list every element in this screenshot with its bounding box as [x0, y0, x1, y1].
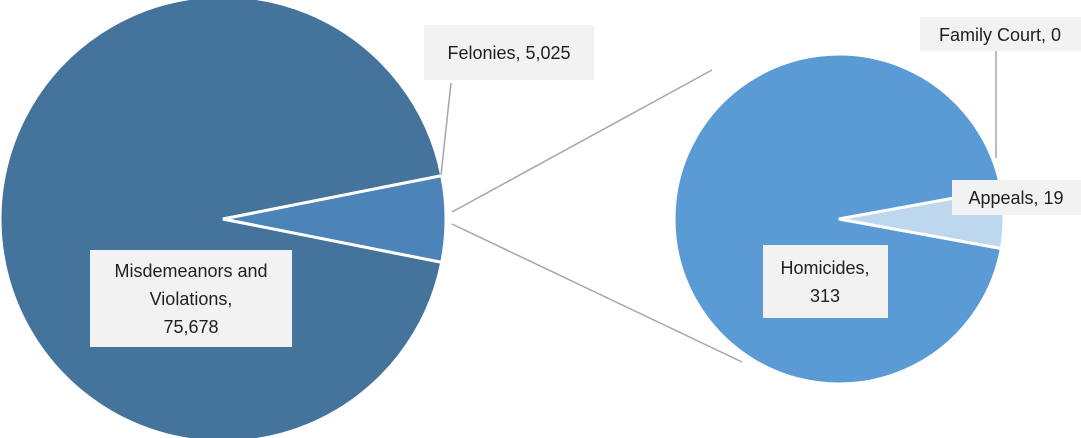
label-homicides: Homicides, 313	[763, 245, 888, 318]
label-box	[90, 250, 292, 347]
label-line: Homicides,	[780, 258, 869, 278]
connector-line-top	[451, 69, 713, 213]
leader-lines	[440, 51, 997, 176]
label-line: 313	[810, 286, 840, 306]
data-labels: Misdemeanors and Violations, 75,678 Felo…	[90, 17, 1081, 347]
label-appeals: Appeals, 19	[952, 180, 1081, 215]
label-family-court: Family Court, 0	[920, 17, 1081, 51]
label-box	[920, 17, 1081, 51]
label-line: Violations,	[150, 289, 233, 309]
label-misdemeanors-and-violations: Misdemeanors and Violations, 75,678	[90, 250, 292, 347]
main-pie	[0, 0, 448, 438]
label-box	[424, 25, 594, 80]
label-box	[763, 245, 888, 318]
label-line: Family Court, 0	[939, 25, 1061, 45]
slice-felonies[interactable]	[222, 173, 448, 265]
label-line: Appeals, 19	[968, 188, 1063, 208]
leader-line-felonies	[440, 82, 452, 176]
connector-lines	[451, 69, 743, 363]
label-line: Felonies, 5,025	[447, 43, 570, 63]
label-line: Misdemeanors and	[114, 261, 267, 281]
label-line: 75,678	[163, 317, 218, 337]
slice-homicides[interactable]	[672, 52, 1004, 386]
label-felonies: Felonies, 5,025	[424, 25, 594, 80]
connector-line-bottom	[451, 223, 743, 363]
secondary-pie	[672, 52, 1006, 386]
label-box	[952, 180, 1081, 215]
